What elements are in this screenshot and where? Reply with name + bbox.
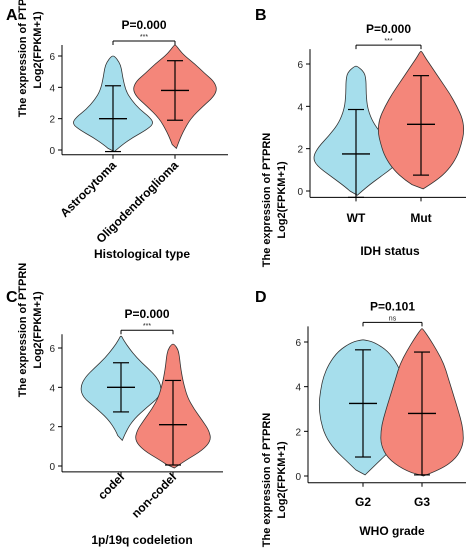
y-tick-label: 4 [297, 102, 303, 113]
y-tick-label: 0 [49, 462, 55, 473]
x-tick-label: codel [95, 470, 127, 502]
y-tick-label: 6 [49, 52, 55, 63]
p-value: P=0.101 [370, 299, 415, 313]
p-value: P=0.000 [366, 22, 411, 36]
x-tick-label: Astrocytoma [57, 158, 119, 220]
y-axis-title-line: Log2(FPKM+1) [276, 161, 288, 239]
significance-label: ns [389, 315, 397, 322]
panel-label: D [255, 289, 267, 306]
y-tick-label: 4 [295, 383, 301, 394]
y-tick-label: 2 [49, 423, 55, 434]
y-axis-title: The expression of PTPRN Log2(FPKM+1) [261, 133, 288, 268]
y-axis-title-line: Log2(FPKM+1) [276, 441, 288, 519]
y-axis-title-line: The expression of PTPRN [17, 0, 29, 117]
x-axis-title: WHO grade [359, 524, 425, 538]
x-axis-title: Histological type [94, 247, 190, 261]
y-axis-title-line: Log2(FPKM+1) [32, 291, 44, 369]
chart-panel-d: D The expression of PTPRN Log2(FPKM+1) 0 2 4 6… [255, 289, 466, 547]
panel-label: B [255, 7, 267, 24]
y-tick-label: 2 [295, 427, 301, 438]
chart-panel-c: C The expression of PTPRN Log2(FPKM+1) 0 2 4 6… [6, 263, 223, 547]
y-tick-label: 6 [49, 344, 55, 355]
y-tick-label: 0 [297, 187, 303, 198]
y-axis-title-line: The expression of PTPRN [261, 413, 273, 548]
chart-panel-b: B The expression of PTPRN Log2(FPKM+1) 0 2 4 6… [255, 7, 466, 267]
significance-label: *** [140, 34, 148, 41]
y-tick-label: 2 [49, 115, 55, 126]
x-tick-label: G3 [414, 495, 430, 509]
p-value: P=0.000 [124, 307, 169, 321]
p-value: P=0.000 [121, 18, 166, 32]
significance-label: *** [143, 323, 151, 330]
y-tick-label: 0 [49, 146, 55, 157]
y-tick-label: 4 [49, 383, 55, 394]
y-tick-label: 6 [295, 338, 301, 349]
y-tick-label: 4 [49, 83, 55, 94]
y-axis-title-line: Log2(FPKM+1) [32, 11, 44, 89]
y-axis-title: The expression of PTPRN Log2(FPKM+1) [261, 413, 288, 548]
y-axis-title-line: The expression of PTPRN [17, 263, 29, 398]
chart-panel-a: A The expression of PTPRN Log2(FPKM+1) 0 2 4 6… [6, 0, 228, 261]
x-tick-label: WT [347, 211, 366, 225]
panel-label: A [6, 7, 18, 24]
y-tick-label: 0 [295, 472, 301, 483]
y-tick-label: 2 [297, 145, 303, 156]
y-axis-title: The expression of PTPRN Log2(FPKM+1) [17, 263, 44, 398]
panel-label: C [6, 289, 18, 306]
y-tick-label: 6 [297, 60, 303, 71]
x-axis-title: 1p/19q codeletion [91, 533, 192, 547]
y-axis-title-line: The expression of PTPRN [261, 133, 273, 268]
y-axis-title: The expression of PTPRN Log2(FPKM+1) [17, 0, 44, 117]
x-tick-label: G2 [355, 495, 371, 509]
x-axis-title: IDH status [360, 244, 420, 258]
x-tick-label: non-codel [129, 470, 179, 520]
x-tick-label: Mut [410, 211, 431, 225]
significance-label: *** [384, 38, 392, 45]
